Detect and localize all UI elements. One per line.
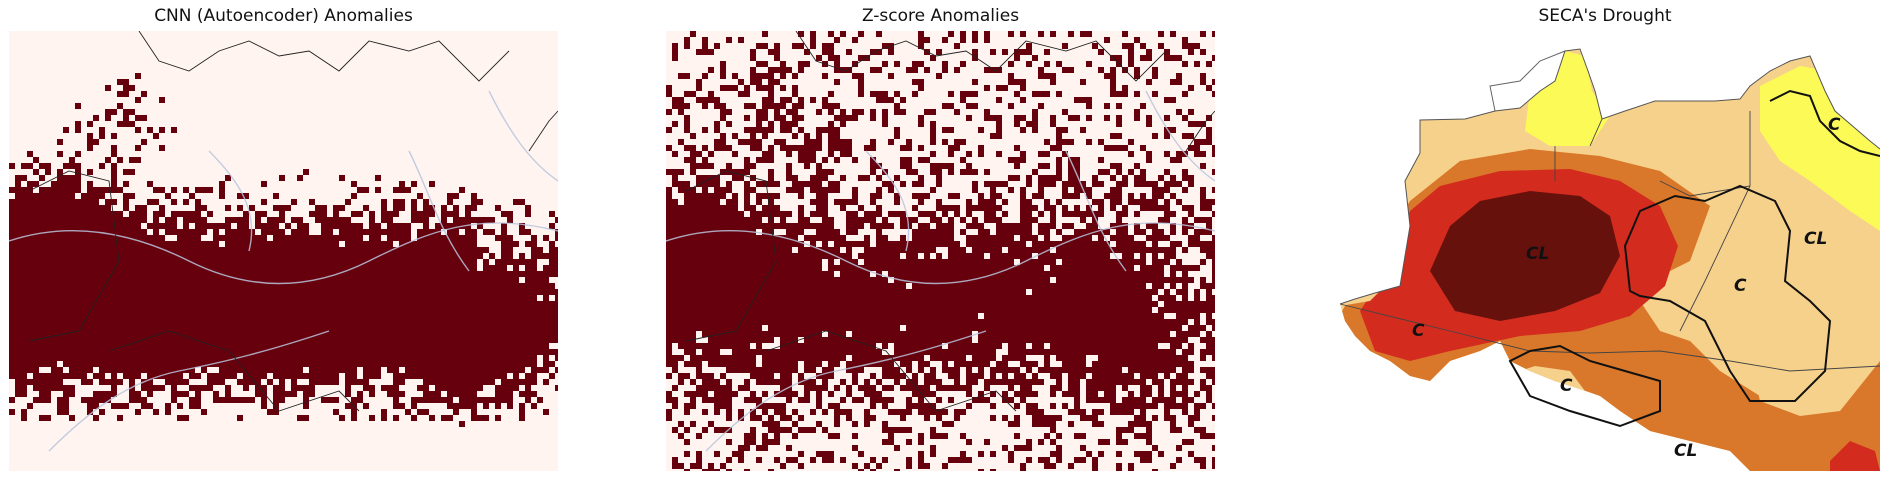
seca-label-cl-east: CL [1804,229,1827,249]
seca-label-c-west: C [1412,321,1425,341]
land-outline [1339,48,1880,305]
seca-drought-map: C CL CL C C C CL [1330,31,1880,471]
seca-label-c-north: C [1828,115,1841,135]
anomaly-cells [666,31,1215,471]
country-border-lines [685,31,1215,412]
cnn-anomaly-map [9,31,558,471]
country-border-lines [28,31,558,412]
seca-label-c-south: C [1560,376,1573,396]
river-lines [666,90,1215,452]
contour-line-north-east [1769,89,1880,157]
seca-label-c-east: C [1734,276,1747,296]
dry-zone-north-east [1760,66,1880,231]
seca-drought-svg: C CL CL C C C CL [1339,48,1880,471]
seca-drought-panel: SECA's Drought [1330,0,1880,479]
seca-label-cl-south: CL [1674,441,1697,461]
zscore-panel-title: Z-score Anomalies [861,6,1020,26]
cnn-anomalies-panel: CNN (Autoencoder) Anomalies [9,0,558,479]
cnn-anomaly-grid [9,31,558,471]
zscore-anomaly-map [666,31,1215,471]
river-lines [9,90,558,452]
cnn-panel-title: CNN (Autoencoder) Anomalies [154,6,413,26]
zscore-anomaly-grid [666,31,1215,471]
state-borders [1339,111,1880,372]
seca-label-cl-center: CL [1526,244,1549,264]
severe-drought-south-east [1830,441,1880,471]
anomaly-cell-path [666,31,1215,471]
contour-line-south [1508,344,1661,428]
zscore-anomalies-panel: Z-score Anomalies [666,0,1215,479]
extreme-drought-zone [1430,191,1620,321]
seca-panel-title: SECA's Drought [1538,6,1672,26]
contour-line-central [1623,184,1832,402]
